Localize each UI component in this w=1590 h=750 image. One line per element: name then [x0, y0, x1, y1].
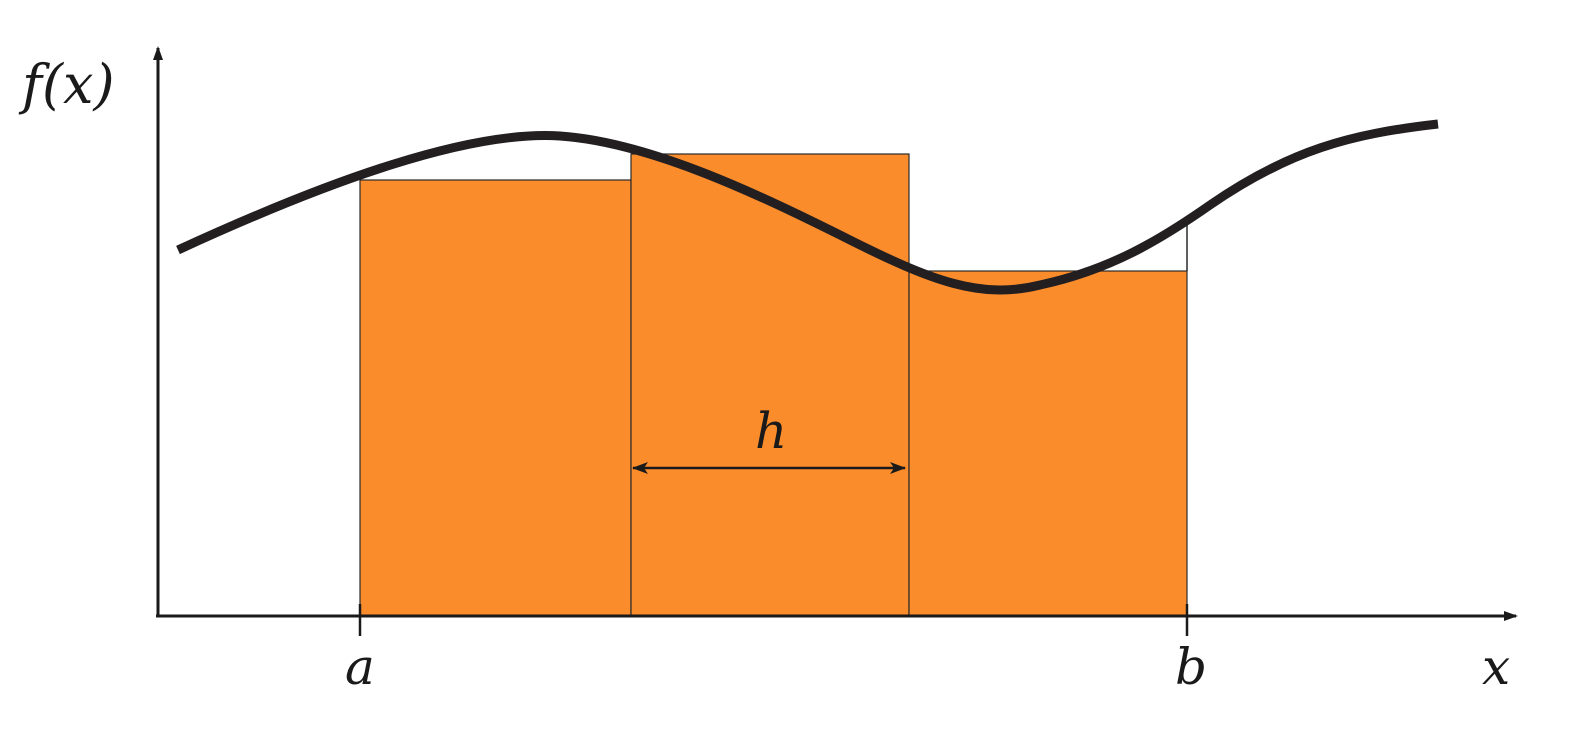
y-axis-label: f(x): [18, 53, 115, 116]
x-axis-label: x: [1482, 638, 1510, 696]
label-a: a: [345, 638, 375, 696]
strip-rect-3: [908, 270, 1188, 617]
strip-rect-2: [630, 153, 910, 617]
label-h: h: [755, 402, 787, 460]
label-b: b: [1175, 638, 1207, 696]
strip-rect-1: [359, 179, 632, 617]
function-curve: [176, 119, 1439, 295]
